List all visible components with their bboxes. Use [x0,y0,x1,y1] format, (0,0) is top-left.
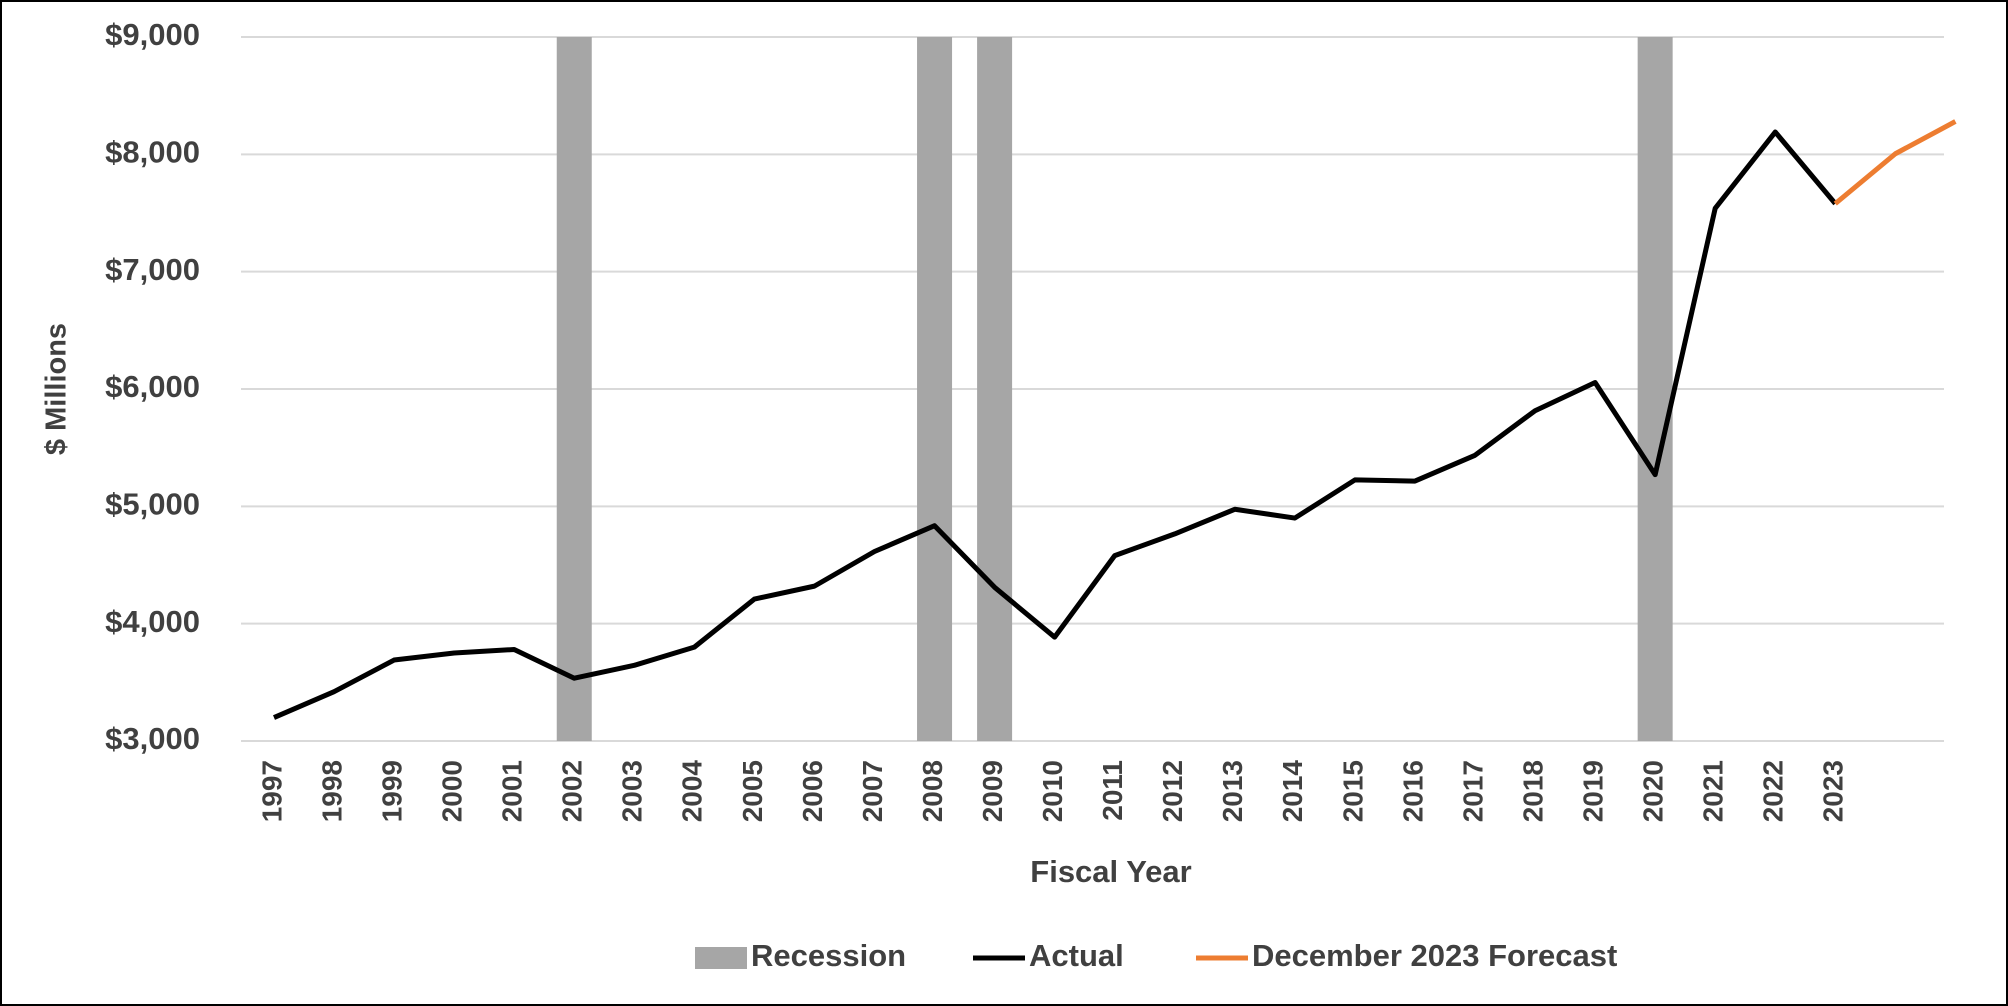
x-tick-label: 2017 [1457,760,1488,822]
y-tick-label: $6,000 [105,369,200,404]
x-tick-label: 2005 [737,760,768,822]
y-tick-label: $9,000 [105,17,200,52]
x-tick-label: 1997 [256,760,287,822]
x-tick-label: 1999 [376,760,407,822]
x-tick-label: 2011 [1097,760,1128,821]
recession-bar [917,37,953,741]
series-line [273,129,1838,720]
recession-bar [1637,37,1673,741]
series-line [1833,119,1957,206]
y-tick-label: $4,000 [105,604,200,639]
legend-label: Actual [1029,938,1124,973]
x-tick-label: 2013 [1217,760,1248,822]
y-axis-label: $ Millions [41,323,73,455]
y-tick-label: $3,000 [105,721,200,756]
x-tick-label: 2020 [1638,760,1669,822]
x-tick-label: 2010 [1037,760,1068,822]
x-tick-label: 2008 [917,760,948,822]
x-tick-label: 2002 [557,760,588,822]
x-tick-label: 2004 [677,760,708,823]
legend-label: Recession [751,938,906,973]
x-axis-label: Fiscal Year [1030,854,1191,889]
x-tick-label: 2015 [1337,760,1368,822]
recession-bar [977,37,1013,741]
x-tick-label: 1998 [316,760,347,822]
x-tick-label: 2003 [617,760,648,822]
x-tick-label: 2019 [1577,760,1608,822]
x-tick-label: 2023 [1818,760,1849,822]
legend-swatch [695,947,747,969]
legend-label: December 2023 Forecast [1252,938,1617,973]
x-tick-label: 2001 [497,760,528,822]
x-tick-label: 2016 [1397,760,1428,822]
x-tick-label: 2014 [1277,760,1308,823]
y-tick-label: $8,000 [105,135,200,170]
x-tick-label: 2021 [1698,760,1729,822]
y-tick-label: $5,000 [105,487,200,522]
x-tick-label: 2006 [797,760,828,822]
x-tick-label: 2018 [1517,760,1548,822]
x-tick-label: 2000 [437,760,468,822]
x-tick-label: 2009 [977,760,1008,822]
recession-bar [556,37,592,741]
x-tick-label: 2007 [857,760,888,822]
y-tick-label: $7,000 [105,252,200,287]
x-tick-label: 2012 [1157,760,1188,822]
x-tick-label: 2022 [1758,760,1789,822]
